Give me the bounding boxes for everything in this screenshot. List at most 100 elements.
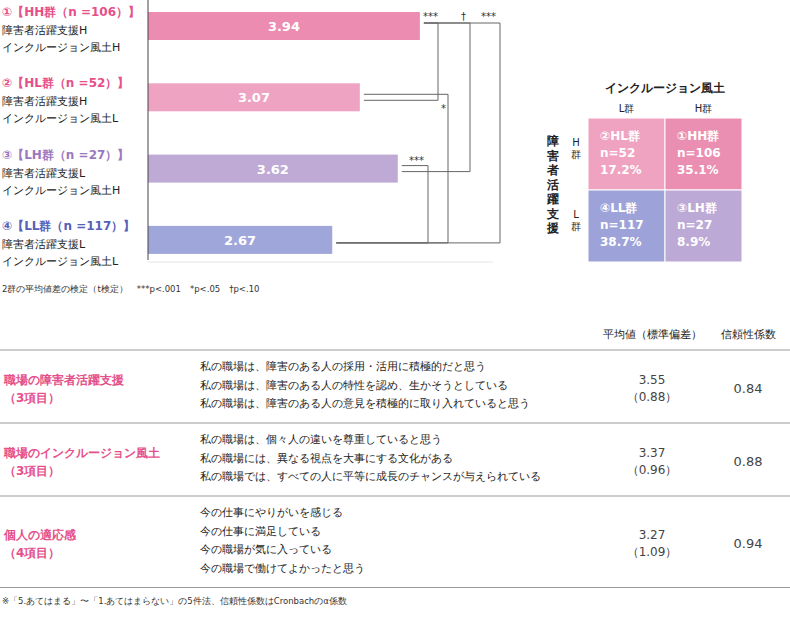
matrix-cell-text: 17.2% (600, 163, 642, 177)
char: 躍 (546, 192, 559, 206)
table-item: 私の職場は、障害のある人の意見を積極的に取り入れていると思う (200, 397, 530, 410)
significance-label: *** (423, 11, 438, 22)
bar (148, 155, 398, 183)
table-reliability: 0.94 (734, 536, 763, 551)
matrix-cell-text: ②HL群 (600, 129, 640, 143)
table-rule (0, 350, 790, 351)
matrix-cell (665, 118, 742, 190)
table-mean: 3.55 (639, 373, 666, 387)
table-item: 今の仕事に満足している (200, 525, 321, 538)
bars (148, 12, 420, 254)
table-item: 私の職場は、個々人の違いを尊重していると思う (200, 433, 442, 446)
category-label: ④【LL群（n =117）】 (2, 219, 135, 233)
category-label: ②【HL群（n =52）】 (2, 76, 129, 90)
table-reliability: 0.84 (734, 381, 763, 396)
matrix-cell (588, 118, 665, 190)
matrix-cell-text: n=106 (677, 146, 721, 160)
matrix-col-label: L群 (619, 103, 635, 114)
table-item: 今の職場で働けてよかったと思う (200, 562, 365, 575)
table-row-title: 職場のインクルージョン風土 (3, 446, 160, 460)
data-label: 3.62 (257, 162, 289, 177)
matrix-cell-text: 38.7% (600, 235, 642, 249)
table-row-title: 職場の障害者活躍支援 (3, 373, 125, 387)
table-footnote: ※「5.あてはまる」〜「1.あてはまらない」の5件法、信頼性係数はCronbac… (2, 596, 347, 606)
table-sd: （0.88） (627, 390, 678, 404)
table-row-title: 個人の適応感 (3, 528, 77, 542)
table-mean: 3.37 (639, 446, 666, 460)
bar (148, 12, 420, 40)
matrix-row-label: L群 (571, 209, 581, 232)
matrix-cell (588, 190, 665, 262)
char: 援 (546, 221, 560, 235)
matrix-cell-text: n=117 (600, 218, 644, 232)
table-row-title: （3項目） (4, 391, 60, 405)
significance-label: * (441, 103, 446, 114)
category-label: ③【LH群（n =27）】 (2, 148, 129, 162)
matrix-col-label: H群 (695, 103, 713, 114)
category-detail: インクルージョン風土H (2, 184, 120, 197)
significance-label: *** (409, 155, 424, 166)
char: H (572, 137, 580, 148)
char: 害 (547, 149, 559, 163)
matrix-cell-text: n=27 (677, 218, 712, 232)
category-label: ①【HH群（n =106）】 (2, 5, 140, 19)
matrix-row-label: H群 (571, 137, 581, 160)
char: 群 (571, 221, 581, 232)
bar (148, 83, 360, 111)
significance-label: *** (481, 11, 496, 22)
category-detail: インクルージョン風土H (2, 41, 120, 54)
char: 群 (571, 149, 581, 160)
footnote: 2群の平均値差の検定（t検定） ***p<.001 *p<.05 †p<.10 (2, 284, 260, 294)
matrix-cell-text: ①HH群 (677, 129, 719, 143)
axis-range (148, 262, 493, 263)
table-header: 信頼性係数 (721, 328, 776, 341)
matrix-cell-text: 35.1% (677, 163, 719, 177)
table-sd: （0.96） (627, 463, 678, 477)
char: 者 (546, 163, 559, 177)
category-detail: インクルージョン風土L (2, 255, 119, 268)
table-rule (0, 496, 790, 497)
table-item: 私の職場は、障害のある人の採用・活用に積極的だと思う (200, 360, 486, 373)
baseline (148, 0, 149, 260)
bracket (364, 23, 438, 100)
category-detail: 障害者活躍支援H (2, 24, 87, 37)
bracket (336, 94, 448, 243)
data-label: 2.67 (224, 233, 256, 248)
bracket (336, 166, 428, 243)
data-label: 3.94 (268, 19, 300, 34)
category-detail: 障害者活躍支援H (2, 95, 87, 108)
char: 活 (546, 178, 559, 192)
char: 支 (546, 207, 559, 221)
char: 障 (547, 134, 559, 148)
matrix-cell-text: ③LH群 (677, 201, 717, 215)
matrix-cell (665, 190, 742, 262)
table-row-title: （4項目） (4, 546, 60, 560)
table-row-title: （3項目） (4, 464, 60, 478)
table-item: 私の職場では、すべての人に平等に成長のチャンスが与えられている (200, 470, 541, 483)
significance-label: † (461, 11, 466, 22)
char: L (573, 209, 579, 220)
data-label: 3.07 (238, 90, 270, 105)
matrix-cell-text: ④LL群 (600, 201, 637, 215)
category-detail: 障害者活躍支援L (2, 238, 86, 251)
table-item: 今の仕事にやりがいを感じる (200, 506, 343, 519)
table-rule (0, 587, 790, 588)
category-detail: 障害者活躍支援L (2, 167, 86, 180)
table-item: 私の職場には、異なる視点を大事にする文化がある (200, 452, 453, 465)
table-reliability: 0.88 (734, 454, 763, 469)
table-mean: 3.27 (639, 528, 666, 542)
matrix-title: インクルージョン風土 (605, 81, 725, 95)
category-detail: インクルージョン風土L (2, 112, 119, 125)
table-header: 平均値（標準偏差） (603, 328, 702, 341)
matrix-row-title: 障害者活躍支援 (546, 134, 560, 235)
bracket (336, 23, 500, 243)
table-item: 今の職場が気に入っている (200, 543, 332, 556)
table-rule (0, 423, 790, 424)
page: 3.94①【HH群（n =106）】障害者活躍支援Hインクルージョン風土H3.0… (0, 0, 790, 623)
matrix-cell-text: 8.9% (677, 235, 710, 249)
bar (148, 226, 332, 254)
matrix-cell-text: n=52 (600, 146, 635, 160)
bracket (402, 23, 470, 172)
table-sd: （1.09） (627, 545, 678, 559)
table-item: 私の職場は、障害のある人の特性を認め、生かそうとしている (200, 379, 508, 392)
